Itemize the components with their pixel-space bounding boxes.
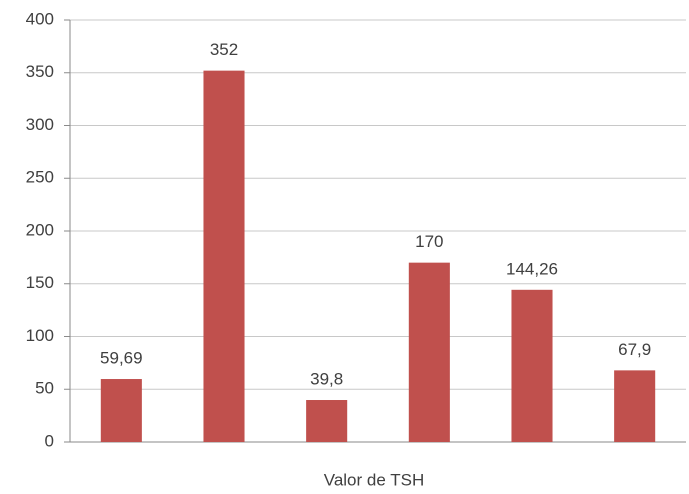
bar (408, 262, 450, 442)
y-tick-label: 400 (26, 9, 54, 28)
x-axis-label: Valor de TSH (324, 470, 424, 489)
bar (203, 70, 245, 442)
y-tick-label: 350 (26, 62, 54, 81)
y-tick-label: 300 (26, 115, 54, 134)
bar (100, 379, 142, 442)
bar (511, 289, 553, 442)
data-label: 59,69 (100, 349, 143, 368)
data-label: 67,9 (618, 340, 651, 359)
y-tick-label: 0 (45, 431, 54, 450)
bar (614, 370, 656, 442)
y-tick-label: 200 (26, 220, 54, 239)
bar (306, 400, 348, 442)
y-tick-label: 50 (35, 379, 54, 398)
data-label: 144,26 (506, 259, 558, 278)
y-tick-label: 250 (26, 168, 54, 187)
data-label: 352 (210, 40, 238, 59)
y-tick-label: 150 (26, 273, 54, 292)
y-tick-label: 100 (26, 326, 54, 345)
data-label: 39,8 (310, 369, 343, 388)
data-label: 170 (415, 232, 443, 251)
